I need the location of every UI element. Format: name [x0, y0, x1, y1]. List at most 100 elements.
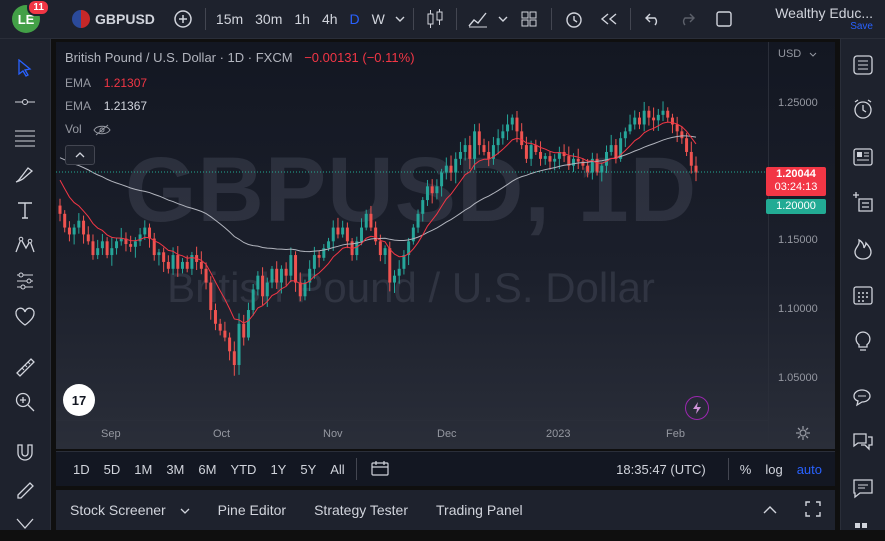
settings-gear-icon[interactable]	[795, 425, 811, 444]
fullscreen-square-icon[interactable]	[703, 0, 745, 38]
divider	[550, 8, 552, 30]
notifications-grid-icon[interactable]	[850, 515, 876, 541]
interval-d[interactable]: D	[349, 11, 360, 27]
indicators-icon[interactable]	[461, 0, 495, 38]
candle-body	[279, 268, 283, 283]
ideas-lightbulb-icon[interactable]	[850, 328, 876, 354]
interval-30m[interactable]: 30m	[255, 11, 283, 27]
symbol-search-button[interactable]: GBPUSD	[95, 11, 155, 27]
indicators-chevron-icon[interactable]	[495, 0, 511, 38]
candle-body	[284, 268, 288, 276]
candle-body	[105, 241, 109, 256]
text-tool-icon[interactable]	[12, 197, 38, 223]
chats-icon[interactable]	[850, 384, 876, 410]
chart-pane[interactable]: GBPUSD, 1D British Pound / U.S. Dollar B…	[56, 42, 835, 449]
tab-stock-screener[interactable]: Stock Screener	[56, 502, 204, 518]
range-1d[interactable]: 1D	[73, 461, 90, 477]
chevron-up-icon[interactable]	[749, 502, 791, 518]
last-price: 1.20044	[776, 168, 816, 180]
hidden-eye-icon[interactable]	[93, 124, 111, 136]
candle-body	[374, 227, 378, 242]
trend-line-icon[interactable]	[12, 89, 38, 115]
chat-messages-icon[interactable]	[850, 475, 876, 501]
price-chart[interactable]	[56, 42, 768, 420]
candle-body	[77, 220, 81, 228]
range-1m[interactable]: 1M	[134, 461, 153, 477]
magnet-icon[interactable]	[12, 439, 38, 465]
hotlists-fire-icon[interactable]	[850, 236, 876, 262]
auto-scale-toggle[interactable]: auto	[796, 461, 822, 477]
range-all[interactable]: All	[330, 461, 345, 477]
calendar-icon[interactable]	[850, 282, 876, 308]
pattern-tool-icon[interactable]	[12, 232, 38, 258]
range-6m[interactable]: 6M	[198, 461, 217, 477]
range-3m[interactable]: 3M	[166, 461, 185, 477]
undo-icon[interactable]	[635, 0, 671, 38]
volume-legend-row[interactable]: Vol	[65, 122, 111, 136]
ruler-measure-icon[interactable]	[12, 354, 38, 380]
lightning-icon[interactable]	[685, 396, 709, 420]
ema-legend-row[interactable]: EMA 1.21307	[65, 76, 147, 90]
news-icon[interactable]	[850, 144, 876, 170]
range-1y[interactable]: 1Y	[270, 461, 287, 477]
alarm-clock-icon[interactable]	[850, 96, 876, 122]
time-tick-label: 2023	[546, 428, 571, 440]
save-button[interactable]: Save	[850, 21, 873, 32]
interval-dropdown-chevron-icon[interactable]	[391, 0, 409, 38]
candle-body	[143, 227, 147, 235]
brush-icon[interactable]	[12, 161, 38, 187]
bottom-panel-tabs: Stock Screener Pine Editor Strategy Test…	[56, 490, 835, 530]
price-tick-label: 1.05000	[778, 371, 818, 384]
maximize-panel-icon[interactable]	[791, 500, 835, 520]
collapse-legend-button[interactable]	[65, 145, 95, 165]
tab-pine-editor[interactable]: Pine Editor	[217, 502, 287, 518]
tab-trading-panel[interactable]: Trading Panel	[436, 502, 523, 518]
heart-favorites-icon[interactable]	[12, 304, 38, 330]
ema-legend-row[interactable]: EMA 1.21367	[65, 99, 147, 113]
candle-body	[444, 165, 448, 173]
candle-body	[58, 205, 62, 214]
add-symbol-button[interactable]	[165, 0, 201, 38]
cursor-arrow-icon[interactable]	[12, 55, 38, 81]
utc-clock[interactable]: 18:35:47 (UTC)	[616, 461, 706, 477]
candle-body	[440, 172, 444, 187]
candles-chart-type-icon[interactable]	[418, 0, 452, 38]
zoom-in-icon[interactable]	[12, 389, 38, 415]
interval-1h[interactable]: 1h	[294, 11, 310, 27]
candle-body	[647, 110, 651, 118]
candle-body	[430, 186, 434, 194]
redo-icon[interactable]	[671, 0, 703, 38]
watchlist-icon[interactable]	[850, 52, 876, 78]
candle-body	[67, 227, 71, 235]
streams-icon[interactable]	[850, 429, 876, 455]
tradingview-logo[interactable]: 17	[63, 384, 95, 416]
range-5d[interactable]: 5D	[103, 461, 121, 477]
alert-clock-icon[interactable]	[556, 0, 592, 38]
interval-w[interactable]: W	[371, 11, 385, 27]
avatar-initials: LE	[17, 11, 35, 27]
currency-label[interactable]: USD	[778, 48, 802, 60]
range-ytd[interactable]: YTD	[230, 461, 257, 477]
user-avatar[interactable]: LE 11	[12, 0, 50, 33]
interval-15m[interactable]: 15m	[215, 11, 244, 27]
eraser-icon[interactable]	[12, 511, 38, 537]
tab-strategy-tester[interactable]: Strategy Tester	[314, 502, 408, 518]
layouts-grid-icon[interactable]	[511, 0, 547, 38]
date-range-calendar-icon[interactable]	[371, 460, 389, 479]
time-range-bar: 1D 5D 1M 3M 6M YTD 1Y 5Y All 18:35:47 (UTC) % lo…	[56, 451, 835, 486]
interval-4h[interactable]: 4h	[321, 11, 338, 27]
currency-chevron-icon[interactable]	[809, 52, 817, 58]
prediction-tool-icon[interactable]	[12, 268, 38, 294]
lock-pencil-icon[interactable]	[12, 475, 38, 501]
range-5y[interactable]: 5Y	[300, 461, 317, 477]
candle-body	[477, 131, 481, 146]
ema-label: EMA	[65, 76, 91, 90]
fib-lines-icon[interactable]	[12, 125, 38, 151]
price-axis[interactable]: USD 1.25000 1.20000 1.15000 1.10000 1.05000	[768, 42, 836, 449]
percent-toggle[interactable]: %	[739, 461, 752, 477]
replay-rewind-icon[interactable]	[592, 0, 626, 38]
log-toggle[interactable]: log	[765, 461, 783, 477]
candle-body	[341, 227, 345, 235]
add-list-icon[interactable]	[850, 189, 876, 215]
account-menu[interactable]: Wealthy Educ... Save	[775, 6, 873, 34]
